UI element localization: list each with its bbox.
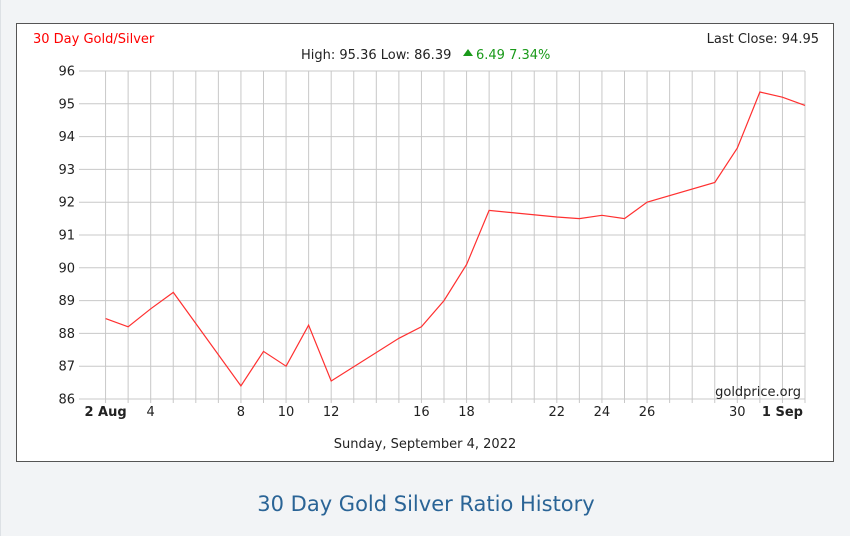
- y-tick-label: 94: [58, 130, 75, 145]
- x-tick-label: 4: [147, 405, 155, 420]
- x-tick-label: 2 Aug: [84, 405, 126, 420]
- x-tick-label: 18: [458, 405, 475, 420]
- y-tick-label: 86: [58, 393, 75, 408]
- last-close-label: Last Close: 94.95: [707, 32, 819, 47]
- gold-silver-ratio-chart: 86 87 88 89 90 91 92 93 94 95 96 2 Aug 4 8 10 12 16 18 22 2…: [33, 32, 819, 452]
- x-tick-label: 26: [639, 405, 656, 420]
- y-tick-label: 90: [58, 261, 75, 276]
- x-tick-label: 1 Sep: [762, 405, 803, 420]
- y-tick-label: 92: [58, 196, 75, 211]
- up-arrow-icon: [463, 49, 473, 56]
- x-tick-label: 8: [237, 405, 245, 420]
- y-tick-label: 88: [58, 327, 75, 342]
- x-tick-label: 24: [594, 405, 611, 420]
- high-low-label: High: 95.36 Low: 86.39: [301, 48, 451, 63]
- x-tick-label: 30: [729, 405, 746, 420]
- change-label: 6.49 7.34%: [476, 48, 550, 63]
- x-tick-label: 22: [549, 405, 566, 420]
- y-tick-label: 93: [58, 163, 75, 178]
- x-tick-label: 10: [278, 405, 295, 420]
- date-label: Sunday, September 4, 2022: [334, 437, 517, 452]
- y-tick-label: 96: [58, 65, 75, 80]
- chart-frame: 86 87 88 89 90 91 92 93 94 95 96 2 Aug 4 8 10 12 16 18 22 2…: [16, 23, 834, 462]
- y-tick-label: 89: [58, 294, 75, 309]
- chart-caption: 30 Day Gold Silver Ratio History: [257, 492, 595, 516]
- ratio-series-line: [105, 91, 806, 387]
- y-tick-label: 91: [58, 229, 75, 244]
- x-tick-label: 12: [323, 405, 340, 420]
- x-tick-label: 16: [413, 405, 430, 420]
- chart-title: 30 Day Gold/Silver: [33, 32, 155, 47]
- watermark-label: goldprice.org: [715, 385, 801, 400]
- y-tick-label: 87: [58, 360, 75, 375]
- y-tick-label: 95: [58, 97, 75, 112]
